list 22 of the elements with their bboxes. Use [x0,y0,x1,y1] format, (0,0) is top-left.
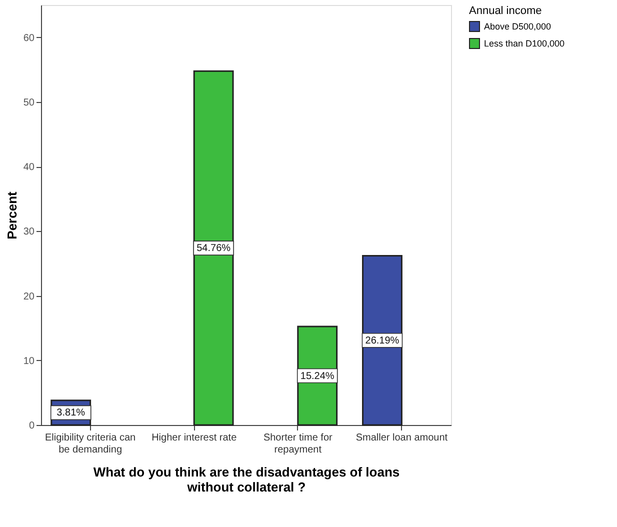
y-tick-label: 60 [23,32,35,44]
y-tick-label: 10 [23,356,35,367]
legend-title: Annual income [469,5,542,17]
data-label: 54.76% [196,243,231,254]
legend-label: Less than D100,000 [484,38,565,48]
y-tick-label: 50 [23,97,35,108]
data-label: 15.24% [300,370,334,382]
y-tick-label: 40 [23,162,35,174]
legend-label: Above D500,000 [484,22,552,32]
bar [362,255,402,426]
data-label: 3.81% [56,408,86,419]
x-tick-label: Higher interest rate [152,432,238,444]
y-tick-label: 0 [28,420,35,432]
x-tick-label: Smaller loan amount [356,432,448,444]
bar [193,70,234,426]
x-tick-label: Shorter time for repayment [263,432,334,456]
data-label: 26.19% [365,335,400,346]
x-tick-label: Eligibility criteria can be demanding [45,432,136,456]
y-tick-label: 30 [23,226,35,238]
y-tick-label: 20 [23,291,35,302]
y-axis-title: Percent [4,190,20,240]
x-axis-title: What do you think are the disadvantages of loans without collateral ? [93,464,400,494]
